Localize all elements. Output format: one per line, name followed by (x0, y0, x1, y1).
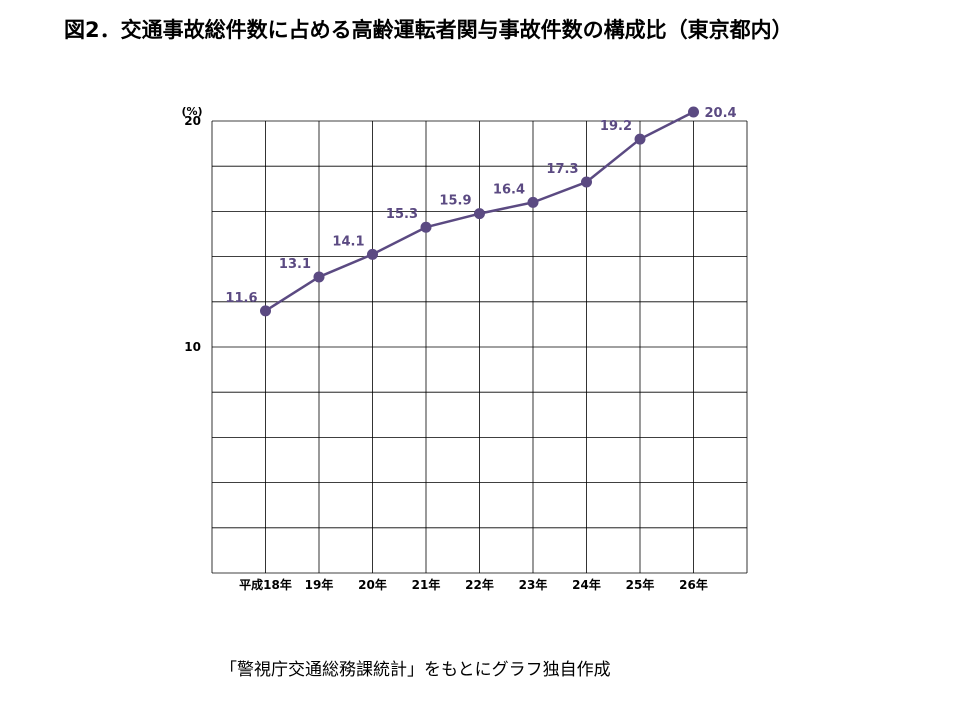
data-label: 11.6 (225, 291, 257, 306)
x-tick-label: 20年 (358, 577, 387, 592)
chart-title: 図2．交通事故総件数に占める高齢運転者関与事故件数の構成比（東京都内） (64, 18, 793, 42)
x-tick-label: 平成18年 (239, 577, 292, 592)
x-tick-label: 22年 (465, 577, 494, 592)
data-point (367, 248, 378, 260)
y-axis-unit: (%) (181, 105, 202, 118)
x-tick-label: 24年 (572, 577, 601, 592)
x-tick-label: 25年 (626, 577, 655, 592)
data-label: 19.2 (600, 119, 632, 134)
data-point (634, 133, 646, 145)
data-label: 16.4 (493, 182, 525, 197)
chart-axes: (%) 10 20 平成18年 19年 20年 21年 22年 23年 24年 25年 26年 (181, 105, 707, 592)
chart-labels: 11.6 13.1 14.1 15.3 15.9 16.4 17.3 19.2 20.4 (225, 106, 736, 306)
data-point (420, 221, 432, 233)
data-label: 17.3 (546, 162, 578, 177)
x-tick-label: 26年 (679, 577, 708, 592)
data-label: 20.4 (705, 106, 737, 121)
x-tick-label: 19年 (305, 577, 334, 592)
data-point (688, 106, 699, 118)
data-point (474, 208, 485, 220)
data-point (581, 176, 592, 188)
chart-series (260, 106, 699, 317)
data-label: 14.1 (332, 234, 364, 249)
data-label: 13.1 (279, 257, 311, 272)
x-tick-label: 21年 (412, 577, 441, 592)
y-tick-label: 10 (184, 340, 201, 354)
source-note: 「警視庁交通総務課統計」をもとにグラフ独自作成 (220, 660, 611, 680)
data-label: 15.3 (386, 207, 418, 222)
data-point (260, 305, 271, 317)
data-label: 15.9 (439, 194, 471, 209)
x-tick-label: 23年 (519, 577, 548, 592)
y-tick-label: 20 (184, 114, 201, 128)
data-point (527, 196, 539, 208)
chart-grid (211, 120, 748, 574)
data-point (313, 271, 325, 283)
